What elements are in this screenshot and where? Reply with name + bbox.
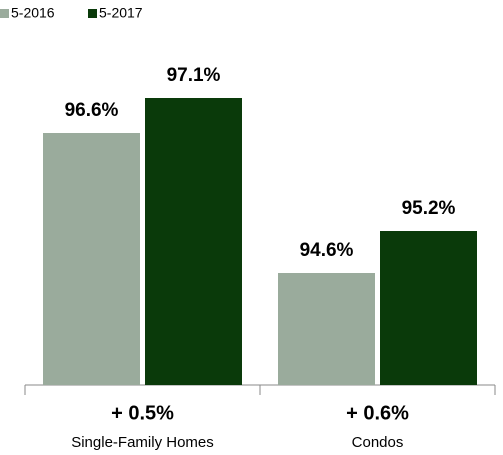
bar bbox=[278, 273, 375, 385]
x-tick-label: Single-Family Homes bbox=[71, 434, 214, 451]
legend-label: 5-2017 bbox=[99, 5, 143, 21]
legend-label: 5-2016 bbox=[11, 5, 55, 21]
change-label: + 0.6% bbox=[346, 402, 409, 424]
x-tick-label: Condos bbox=[352, 434, 404, 451]
bar bbox=[380, 231, 477, 385]
legend-swatch bbox=[0, 9, 9, 18]
value-label: 96.6% bbox=[65, 100, 119, 121]
value-label: 97.1% bbox=[167, 65, 221, 86]
value-label: 94.6% bbox=[300, 240, 354, 261]
value-label: 95.2% bbox=[402, 198, 456, 219]
bar bbox=[43, 133, 140, 385]
bar bbox=[145, 98, 242, 385]
change-label: + 0.5% bbox=[111, 402, 174, 424]
legend-swatch bbox=[88, 9, 97, 18]
